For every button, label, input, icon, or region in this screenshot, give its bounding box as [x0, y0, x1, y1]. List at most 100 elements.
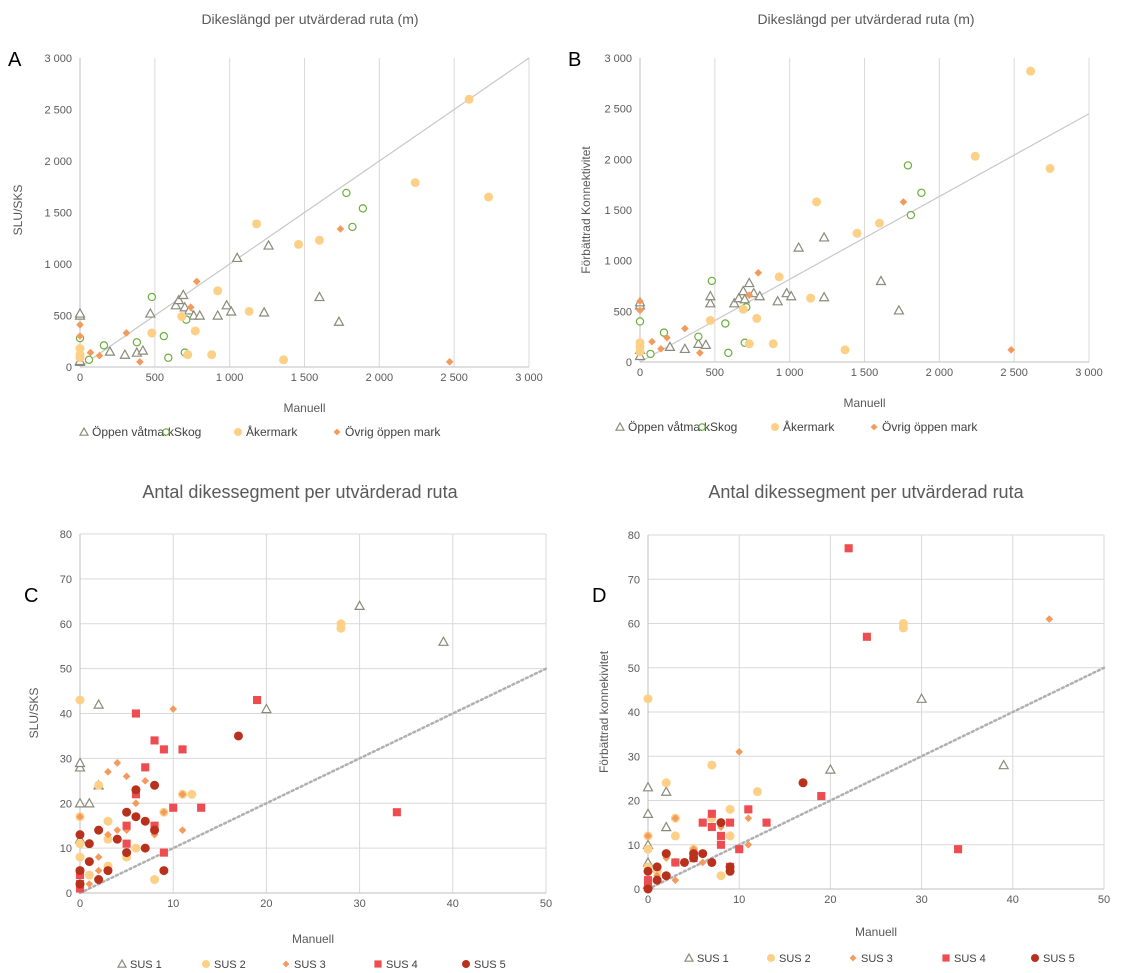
y-tick-label: 1 500 — [44, 208, 72, 220]
data-point — [131, 812, 141, 822]
data-point — [636, 297, 644, 306]
data-point — [744, 339, 754, 349]
data-point — [358, 204, 368, 213]
y-axis-label: Förbättrad konnekivitet — [597, 650, 611, 773]
data-point — [798, 778, 808, 788]
x-tick-label: 500 — [706, 367, 724, 379]
legend-marker — [849, 954, 857, 962]
series-sus-4 — [643, 544, 963, 889]
data-point — [122, 807, 132, 817]
x-tick-label: 0 — [77, 372, 83, 384]
series-sus-5 — [643, 778, 808, 894]
series-sus-1 — [642, 692, 1010, 889]
data-point — [112, 834, 122, 844]
data-point — [122, 329, 131, 337]
legend-entry: SUS 5 — [1031, 953, 1075, 965]
chart-title: Antal dikessegment per utvärderad ruta — [142, 482, 458, 502]
data-point — [696, 349, 704, 357]
data-point — [671, 858, 680, 867]
data-point — [178, 826, 187, 834]
data-point — [122, 839, 131, 848]
data-point — [445, 358, 454, 366]
data-point — [75, 350, 85, 360]
x-tick-label: 10 — [733, 894, 745, 906]
data-point — [348, 222, 357, 232]
data-point — [437, 635, 449, 646]
y-tick-label: 2 000 — [44, 156, 72, 168]
data-point — [752, 787, 762, 797]
series-sus-3 — [76, 705, 187, 888]
y-tick-label: 1 000 — [604, 256, 632, 268]
series-övrig-öppen-mark — [76, 225, 454, 366]
data-point — [743, 277, 755, 288]
data-point — [484, 192, 494, 202]
y-axis-label: SLU/SKS — [27, 688, 41, 739]
data-point — [197, 803, 206, 812]
y-tick-label: 1 500 — [604, 205, 632, 217]
data-point — [336, 225, 345, 233]
data-point — [150, 780, 160, 790]
data-point — [260, 703, 272, 714]
data-point — [178, 745, 187, 754]
data-point — [113, 759, 122, 767]
x-axis-label: Manuell — [855, 925, 897, 939]
legend-marker — [333, 428, 341, 436]
data-point — [313, 291, 325, 302]
data-point — [661, 871, 671, 881]
legend-entry: SUS 3 — [849, 953, 893, 965]
legend-marker — [767, 954, 775, 962]
data-point — [76, 812, 84, 821]
data-point — [84, 857, 94, 867]
data-point — [103, 866, 113, 876]
data-point — [768, 339, 778, 349]
series-åkermark — [75, 94, 494, 365]
data-point — [754, 269, 763, 277]
data-point — [772, 295, 784, 306]
data-point — [744, 805, 753, 814]
panel-letter: D — [592, 585, 606, 607]
data-point — [84, 839, 94, 849]
panel-letter: C — [24, 585, 38, 607]
data-point — [817, 792, 826, 801]
y-axis-label: SLU/SKS — [11, 185, 25, 236]
chart-panel-d: Antal dikessegment per utvärderad ruta D 0… — [592, 482, 1110, 965]
data-point — [652, 875, 662, 885]
legend-entry: Skog — [698, 420, 737, 434]
x-tick-label: 40 — [447, 898, 459, 910]
data-point — [333, 315, 345, 326]
y-tick-label: 2 000 — [604, 154, 632, 166]
data-point — [132, 338, 142, 347]
x-tick-label: 30 — [353, 898, 365, 910]
data-point — [738, 304, 748, 314]
data-point — [906, 210, 916, 220]
data-point — [169, 803, 178, 812]
y-tick-label: 50 — [60, 664, 72, 676]
legend-label: Skog — [710, 420, 737, 434]
data-point — [646, 349, 655, 359]
series-åkermark — [635, 66, 1055, 357]
data-point — [785, 290, 797, 301]
y-tick-label: 70 — [628, 574, 640, 586]
data-point — [122, 772, 131, 781]
x-tick-label: 0 — [645, 894, 651, 906]
data-point — [93, 698, 105, 709]
data-point — [131, 709, 140, 718]
data-point — [1026, 66, 1036, 76]
data-point — [635, 317, 645, 326]
data-point — [122, 826, 131, 834]
data-point — [812, 197, 822, 207]
x-tick-label: 50 — [1098, 894, 1110, 906]
legend-entry: SUS 1 — [116, 958, 162, 971]
data-point — [177, 312, 187, 322]
data-point — [342, 188, 351, 198]
data-point — [132, 799, 140, 808]
data-point — [173, 294, 185, 305]
data-point — [122, 821, 131, 830]
chart-panel-a: Dikeslängd per utvärderad ruta (m) A 0 500 1… — [8, 11, 543, 439]
legend-marker — [374, 960, 382, 968]
data-point — [754, 290, 766, 301]
data-point — [852, 228, 862, 238]
data-point — [818, 291, 830, 302]
data-point — [721, 319, 730, 328]
data-point — [664, 341, 676, 351]
